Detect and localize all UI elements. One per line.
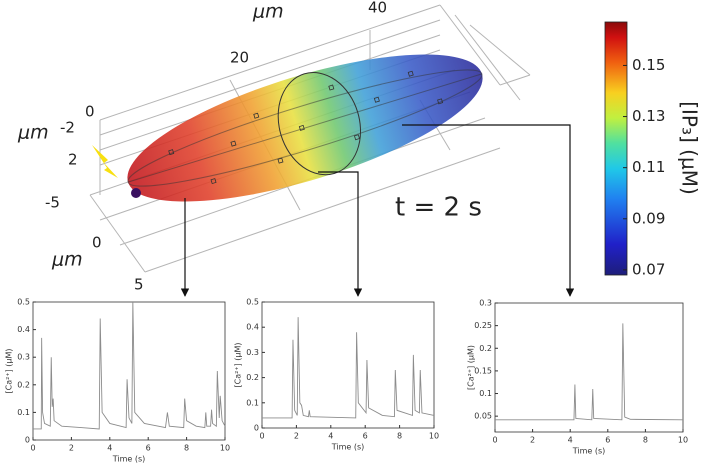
colorbar-tick-label: 0.11 bbox=[632, 158, 665, 176]
plot-frame bbox=[261, 301, 435, 429]
stimulus-point bbox=[131, 188, 141, 198]
y-tick-label: 0.3 bbox=[246, 348, 259, 357]
y-tick-label: 0.4 bbox=[17, 325, 30, 334]
y-tick-label: 0.3 bbox=[17, 353, 30, 362]
y-axis-label: [Ca²⁺] (μM) bbox=[467, 345, 476, 390]
x-axis-label: Time (s) bbox=[572, 447, 606, 456]
x-tick-label: 4 bbox=[328, 432, 333, 441]
y-tick-label: 0.05 bbox=[474, 412, 492, 421]
x-axis-label: Time (s) bbox=[331, 443, 365, 452]
axis-unit: μm bbox=[17, 122, 49, 144]
y-axis-label: [Ca²⁺] (μM) bbox=[234, 343, 243, 388]
x-tick-label: 6 bbox=[605, 436, 610, 445]
x-tick-label: 0 bbox=[259, 432, 264, 441]
y-tick-label: 0 bbox=[25, 436, 30, 445]
axis-unit: μm bbox=[51, 249, 83, 271]
x-tick-label: 10 bbox=[678, 436, 688, 445]
y-axis-label: [Ca²⁺] (μM) bbox=[5, 349, 14, 394]
colorbar-tick-label: 0.15 bbox=[632, 56, 665, 74]
arrows bbox=[180, 124, 575, 297]
y-tick-label: 0 bbox=[254, 424, 259, 433]
y-tick-label: 0.1 bbox=[479, 389, 492, 398]
colorbar-tick-label: 0.13 bbox=[632, 107, 665, 125]
line bbox=[262, 317, 435, 419]
tick-label: 0 bbox=[85, 103, 95, 121]
tick-label: 20 bbox=[230, 49, 249, 67]
tick-label: 0 bbox=[92, 234, 102, 252]
x-tick-label: 4 bbox=[107, 444, 112, 453]
colorbar-tick-label: 0.09 bbox=[632, 209, 665, 227]
ellipsoid bbox=[127, 54, 483, 202]
y-tick-label: 0.1 bbox=[17, 408, 30, 417]
y-tick-label: 0.2 bbox=[246, 373, 259, 382]
x-tick-label: 4 bbox=[568, 436, 573, 445]
tick-label: -2 bbox=[60, 119, 75, 137]
tick-label: 40 bbox=[368, 0, 387, 17]
y-tick-label: 0.15 bbox=[474, 366, 492, 375]
x-tick-label: 10 bbox=[429, 432, 439, 441]
y-tick-label: 0.5 bbox=[246, 298, 259, 307]
plot-frame bbox=[494, 302, 684, 433]
y-tick-label: 0.4 bbox=[246, 323, 259, 332]
plot-frame bbox=[32, 301, 226, 441]
x-tick-label: 2 bbox=[69, 444, 74, 453]
y-tick-label: 0.2 bbox=[479, 344, 492, 353]
y-tick-label: 0.5 bbox=[17, 298, 30, 307]
plot: 0 2 4 6 8 10 0.05 0.1 0.15 0.2 0.25 0.3 Time (s) [Ca²… bbox=[467, 299, 689, 456]
plot: 0 2 4 6 8 10 0 0.1 0.2 0.3 0.4 0.5 Time (s) [Ca²⁺] (μ… bbox=[5, 298, 231, 464]
line bbox=[33, 301, 226, 430]
y-tick-label: 0.25 bbox=[474, 321, 492, 330]
x-tick-label: 6 bbox=[363, 432, 368, 441]
x-tick-label: 2 bbox=[530, 436, 535, 445]
tick-label: 5 bbox=[134, 276, 144, 294]
y-tick-label: 0.3 bbox=[479, 299, 492, 308]
tick-label: -5 bbox=[45, 194, 60, 212]
tick-label: 2 bbox=[68, 151, 78, 169]
lightning bbox=[92, 145, 118, 178]
y-tick-label: 0.2 bbox=[17, 380, 30, 389]
x-tick-label: 6 bbox=[146, 444, 151, 453]
x-tick-label: 2 bbox=[294, 432, 299, 441]
colorbar-tick-label: 0.07 bbox=[632, 260, 665, 278]
colorbar bbox=[604, 21, 628, 276]
time-label: t = 2 s bbox=[395, 193, 482, 223]
plot: 0 2 4 6 8 10 0 0.1 0.2 0.3 0.4 0.5 Time (s) [Ca²⁺] (μ… bbox=[234, 298, 440, 452]
line bbox=[495, 323, 684, 421]
x-tick-label: 0 bbox=[30, 444, 35, 453]
axis-unit: μm bbox=[252, 1, 284, 23]
x-tick-label: 8 bbox=[643, 436, 648, 445]
x-tick-label: 8 bbox=[397, 432, 402, 441]
x-axis-label: Time (s) bbox=[112, 455, 146, 464]
x-tick-label: 8 bbox=[184, 444, 189, 453]
x-tick-label: 10 bbox=[220, 444, 230, 453]
y-tick-label: 0.1 bbox=[246, 398, 259, 407]
x-tick-label: 0 bbox=[492, 436, 497, 445]
colorbar-label: [IP₃] (μM) bbox=[678, 101, 702, 195]
